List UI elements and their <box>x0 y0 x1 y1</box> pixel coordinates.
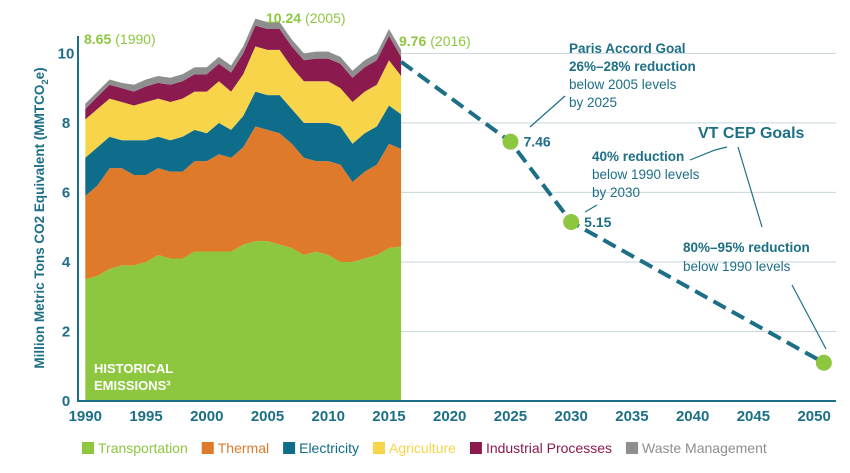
projection-dashed-line <box>399 60 825 365</box>
x-tick-2030: 2030 <box>554 408 587 425</box>
y-tick-8: 8 <box>62 115 70 132</box>
y-tick-0: 0 <box>62 393 70 410</box>
x-tick-2045: 2045 <box>737 408 770 425</box>
peak-label-1990: 8.65 (1990) <box>84 31 156 47</box>
stacked-areas <box>85 18 402 401</box>
x-tick-2000: 2000 <box>190 408 223 425</box>
legend-swatch-industrial-processes <box>469 442 482 454</box>
legend-swatch-thermal <box>201 442 214 454</box>
x-tick-2015: 2015 <box>372 408 405 425</box>
goal-2030-line2: by 2030 <box>592 185 640 200</box>
area-electricity <box>85 91 402 196</box>
paris-accord-title: Paris Accord Goal <box>569 41 686 56</box>
gridlines <box>401 52 836 332</box>
x-tick-2040: 2040 <box>676 408 709 425</box>
x-tick-2035: 2035 <box>615 408 648 425</box>
area-agriculture <box>85 46 402 158</box>
y-tick-10: 10 <box>58 45 75 62</box>
x-tick-1995: 1995 <box>129 408 162 425</box>
paris-accord-line2: by 2025 <box>569 95 617 110</box>
area-industrial-processes <box>85 25 402 120</box>
paris-accord-reduction: 26%–28% reduction <box>569 59 696 74</box>
goal-2030-reduction: 40% reduction <box>592 149 684 164</box>
goal-point-2025 <box>502 133 519 150</box>
y-axis-title: Million Metric Tons CO2 Equivalent (MMTC… <box>32 67 51 368</box>
goal-2050-line1: below 1990 levels <box>683 259 791 274</box>
x-tick-2020: 2020 <box>433 408 466 425</box>
legend-label-waste-management: Waste Management <box>642 440 767 456</box>
vt-pointer-line-1 <box>689 146 728 161</box>
x-tick-2010: 2010 <box>312 408 345 425</box>
x-tick-1990: 1990 <box>69 408 102 425</box>
y-tick-4: 4 <box>62 254 71 271</box>
vt-pointer-line-2 <box>737 146 763 228</box>
legend-label-electricity: Electricity <box>299 440 359 456</box>
legend-swatch-electricity <box>283 442 296 454</box>
goal-value-2025: 7.46 <box>523 134 550 150</box>
y-tick-2: 2 <box>62 323 70 340</box>
peak-label-2005: 10.24 (2005) <box>266 10 346 26</box>
goal-value-2030: 5.15 <box>584 214 611 230</box>
legend-label-transportation: Transportation <box>98 440 188 456</box>
legend: Transportation Thermal Electricity Agricult… <box>82 440 767 456</box>
goal-point-2051 <box>815 354 832 371</box>
y-tick-labels: 0 2 4 6 8 10 <box>58 45 75 410</box>
legend-swatch-agriculture <box>373 442 386 454</box>
goal-2030-line1: below 1990 levels <box>592 167 700 182</box>
area-transportation <box>85 241 402 401</box>
goal-2030-pointer-line <box>584 204 598 213</box>
legend-label-thermal: Thermal <box>218 440 269 456</box>
goal-point-2030 <box>563 213 580 230</box>
peak-label-2016: 9.76 (2016) <box>399 33 471 49</box>
goal-2050-reduction: 80%–95% reduction <box>683 240 810 255</box>
x-tick-2005: 2005 <box>251 408 284 425</box>
goal-points: 7.46 5.15 <box>502 133 832 371</box>
x-tick-2050: 2050 <box>797 408 830 425</box>
historical-label-line2: EMISSIONS³ <box>94 378 171 393</box>
goal-2050-pointer-line <box>791 284 827 350</box>
paris-pointer-line <box>529 95 566 128</box>
legend-label-industrial-processes: Industrial Processes <box>486 440 612 456</box>
legend-swatch-waste-management <box>626 442 638 454</box>
vt-cep-goals-heading: VT CEP Goals <box>698 125 805 142</box>
legend-label-agriculture: Agriculture <box>389 440 456 456</box>
historical-label-line1: HISTORICAL <box>94 361 173 376</box>
x-tick-labels: 1990 1995 2000 2005 2010 2015 2020 2025 2030 2035… <box>69 408 831 425</box>
x-tick-2025: 2025 <box>494 408 527 425</box>
paris-accord-line1: below 2005 levels <box>569 77 677 92</box>
legend-swatch-transportation <box>82 442 94 454</box>
y-tick-6: 6 <box>62 184 70 201</box>
area-thermal <box>85 126 402 280</box>
